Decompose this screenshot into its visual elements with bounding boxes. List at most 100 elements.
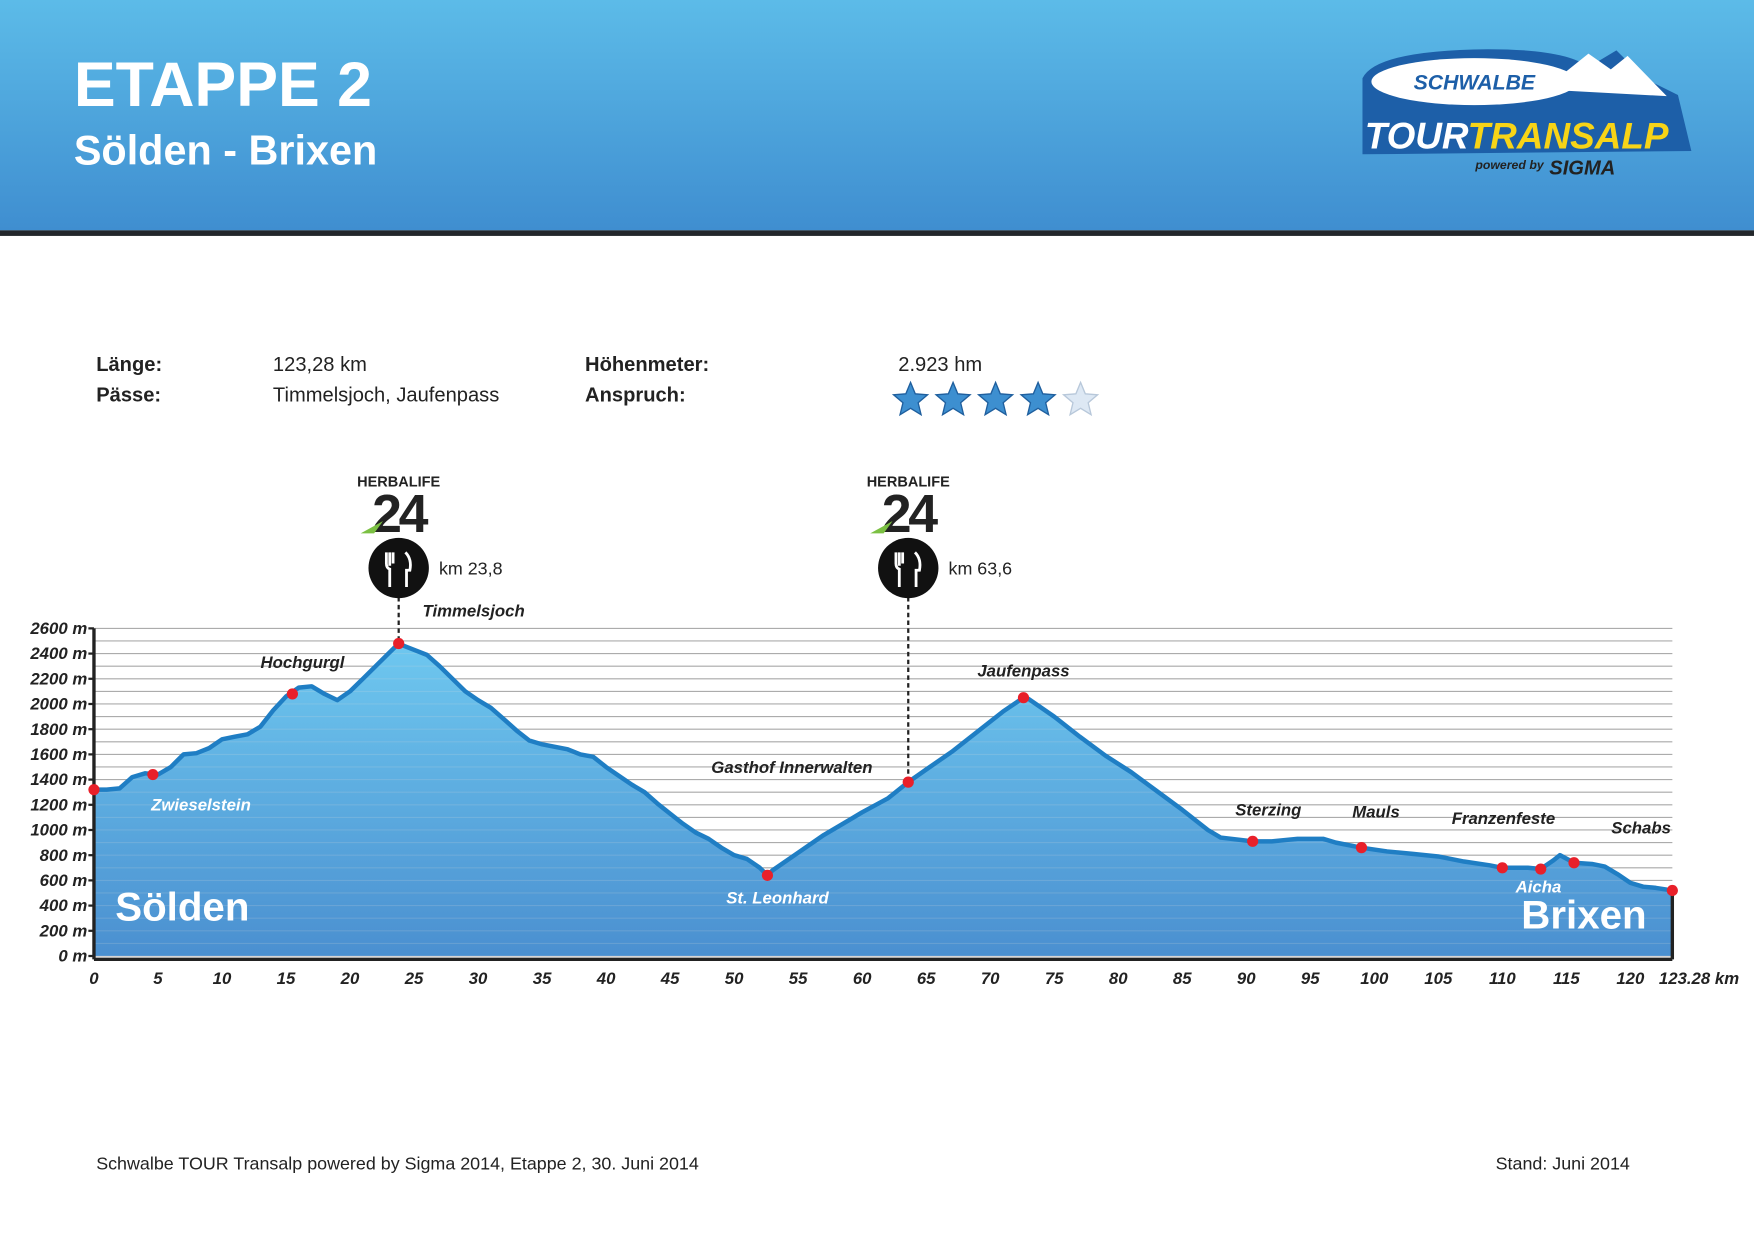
y-tick-label: 1400 m (30, 770, 87, 789)
waypoint-label: Sterzing (1235, 801, 1301, 820)
header-rule (0, 230, 1754, 236)
waypoint-label: Mauls (1352, 802, 1400, 821)
sponsor-swoosh (870, 521, 893, 534)
waypoint-label: Sölden (115, 884, 249, 929)
profile-line (93, 641, 1673, 893)
x-tick-label: 65 (917, 969, 936, 988)
x-tick-label: 20 (340, 969, 360, 988)
waypoint-label: Schabs (1611, 819, 1671, 838)
waypoint-label: Franzenfeste (1452, 809, 1555, 828)
info-label: Länge: (96, 354, 162, 376)
logo-brand: SCHWALBE (1414, 70, 1536, 94)
rating-star (1019, 380, 1057, 417)
x-tick-label: 25 (404, 969, 424, 988)
waypoint (1017, 692, 1030, 704)
x-tick-label: 75 (1045, 969, 1064, 988)
y-tick-label: 1600 m (30, 745, 87, 764)
waypoint (902, 776, 914, 788)
waypoint (88, 784, 100, 796)
logo-tour: TOUR (1365, 116, 1469, 157)
fork-knife (384, 551, 412, 588)
y-tick-label: 1000 m (30, 821, 87, 840)
y-tick-label: 2600 m (29, 619, 87, 638)
waypoint (1535, 863, 1547, 875)
x-tick-label: 70 (981, 969, 1000, 988)
logo-transalp: TRANSALP (1468, 116, 1669, 157)
x-tick-label: 15 (277, 969, 296, 988)
info-label: Höhenmeter: (585, 354, 709, 376)
y-tick-label: 1800 m (30, 720, 87, 739)
logo: SCHWALBE TOUR TRANSALP powered by SIGMA (1362, 49, 1692, 179)
sponsor-badge: 24 (882, 484, 939, 544)
y-tick-label: 600 m (40, 871, 88, 890)
info-label: Anspruch: (585, 384, 686, 406)
fork-knife (894, 551, 922, 588)
waypoint-label: Timmelsjoch (423, 602, 525, 621)
x-tick-label: 5 (153, 969, 163, 988)
sponsor-name: HERBALIFE (867, 474, 950, 490)
x-tick-label: 55 (789, 969, 808, 988)
waypoint (286, 688, 299, 700)
y-tick-label: 800 m (40, 846, 88, 865)
rating-star (976, 380, 1015, 417)
waypoint (761, 869, 774, 881)
x-tick-label: 0 (89, 969, 99, 988)
y-tick-label: 0 m (58, 947, 87, 966)
sponsor-swoosh (360, 521, 384, 534)
waypoint (147, 768, 159, 781)
waypoint-label: Zwieselstein (150, 795, 251, 814)
y-tick-label: 1200 m (30, 795, 87, 814)
x-tick-label: 115 (1553, 969, 1580, 988)
x-tick-label: 95 (1301, 969, 1320, 988)
x-tick-label: 90 (1237, 969, 1256, 988)
logo-powered: powered by (1474, 158, 1545, 172)
x-tick-label: 120 (1616, 969, 1645, 988)
x-tick-label: 40 (596, 969, 616, 988)
x-tick-label: 50 (725, 969, 744, 988)
waypoint-label: Brixen (1521, 892, 1646, 937)
waypoint-label: Jaufenpass (977, 661, 1069, 680)
x-tick-label: 45 (660, 969, 680, 988)
x-tick-label: 60 (853, 969, 872, 988)
y-tick-label: 2200 m (29, 669, 87, 688)
logo-ellipse (1371, 58, 1578, 106)
waypoint (1666, 884, 1678, 897)
x-tick-label: 85 (1173, 969, 1192, 988)
x-tick-label: 110 (1489, 969, 1516, 988)
waypoint-label: Gasthof Innerwalten (711, 758, 872, 777)
x-tick-label: 10 (213, 969, 232, 988)
footer-left: Schwalbe TOUR Transalp powered by Sigma … (96, 1154, 699, 1174)
sponsor-badge: 24 (372, 484, 429, 544)
footer-right: Stand: Juni 2014 (1496, 1154, 1630, 1174)
subtitle: Sölden - Brixen (74, 127, 377, 173)
waypoint (1568, 857, 1580, 869)
feed-label: km 63,6 (949, 559, 1013, 579)
y-tick-label: 200 m (39, 921, 88, 940)
x-tick-label: 80 (1109, 969, 1128, 988)
waypoint (1247, 835, 1259, 847)
y-tick-label: 400 m (39, 896, 88, 915)
x-tick-label: 123.28 km (1659, 969, 1739, 988)
waypoint-label: Hochgurgl (261, 653, 345, 672)
rating-star (891, 380, 930, 417)
rating-star (1061, 380, 1100, 417)
waypoint-label: St. Leonhard (726, 888, 829, 907)
y-tick-label: 2400 m (29, 644, 87, 663)
rating-star (934, 380, 972, 417)
waypoint-label: Aicha (1515, 878, 1562, 897)
x-tick-label: 30 (469, 969, 488, 988)
waypoint (393, 637, 405, 650)
info-label: Pässe: (96, 384, 161, 406)
logo-sponsor: SIGMA (1549, 157, 1615, 179)
title: ETAPPE 2 (74, 50, 372, 120)
y-tick-label: 2000 m (29, 695, 87, 714)
waypoint (1496, 862, 1508, 874)
info-value: 2.923 hm (898, 354, 982, 376)
feed-icon (368, 537, 429, 599)
sponsor-name: HERBALIFE (357, 474, 440, 490)
info-value: 123,28 km (273, 354, 367, 376)
x-tick-label: 105 (1424, 969, 1453, 988)
profile-area (93, 643, 1673, 956)
